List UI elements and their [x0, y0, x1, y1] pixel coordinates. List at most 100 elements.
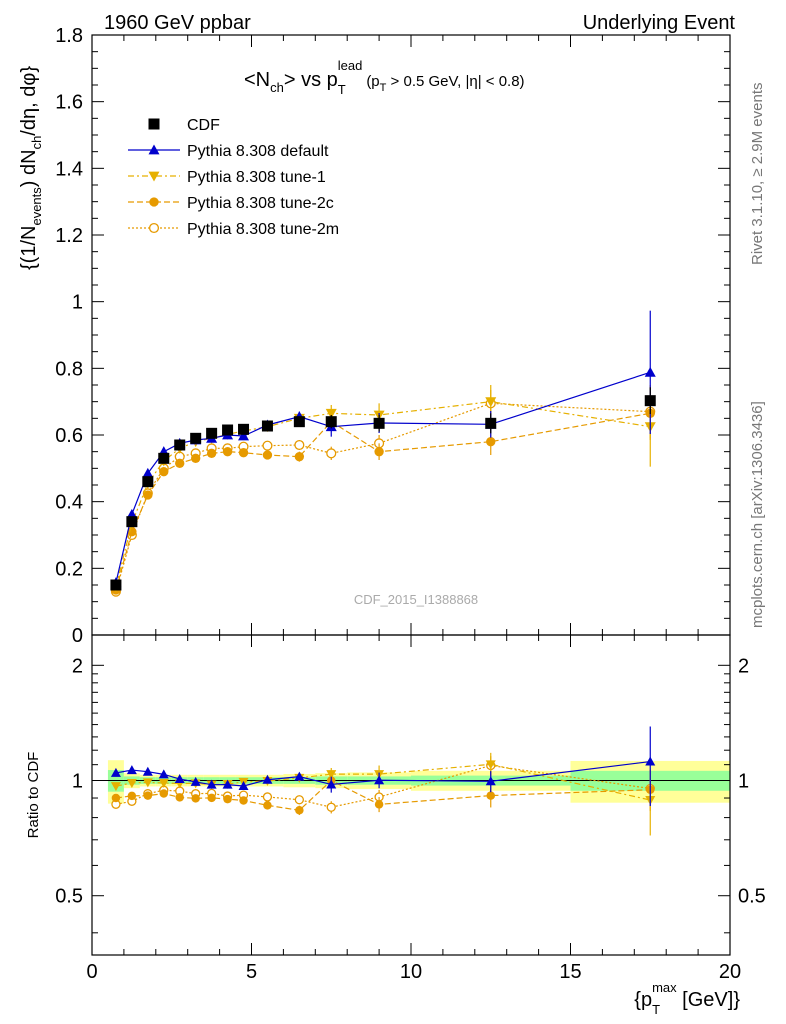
ratio-y-tick-label: 0.5 [55, 886, 83, 908]
data-point [238, 447, 249, 458]
plot-title: <Nch> vs pTlead(pT > 0.5 GeV, |η| < 0.8) [244, 58, 525, 97]
data-point [142, 467, 154, 478]
ratio-y-tick-label: 2 [72, 655, 83, 677]
legend-marker [149, 197, 159, 207]
ratio-point [127, 791, 137, 801]
ratio-point [295, 806, 304, 815]
data-point [262, 440, 273, 451]
data-point [294, 439, 305, 451]
ratio-y-tick-label-right: 2 [738, 655, 749, 677]
header-right: Underlying Event [583, 12, 736, 34]
series-line [115, 412, 651, 591]
data-point [174, 439, 186, 451]
data-point [222, 446, 233, 457]
ratio-y-tick-label: 1 [72, 771, 83, 793]
ratio-point [262, 792, 273, 802]
ratio-point [126, 765, 137, 775]
ratio-point [159, 789, 169, 798]
y-axis-title: {(1/Nevents) dNch/dη, dφ} [18, 66, 44, 270]
ratio-point [191, 794, 200, 803]
ratio-point [142, 778, 153, 788]
data-point [293, 416, 305, 428]
y-tick-label: 1.4 [55, 158, 83, 180]
y-tick-label: 1.6 [55, 92, 83, 114]
mcplots-label: mcplots.cern.ch [arXiv:1306.3436] [749, 401, 766, 628]
legend-label: CDF [187, 117, 220, 134]
data-point [142, 476, 154, 488]
ratio-point [294, 795, 305, 805]
y-tick-label: 0.6 [55, 425, 83, 447]
legend-marker [148, 222, 160, 234]
series-line [115, 402, 651, 592]
ratio-point [190, 776, 201, 786]
ratio-point [238, 780, 249, 790]
data-point [325, 408, 337, 419]
ratio-point [262, 774, 273, 784]
ratio-point [263, 801, 272, 810]
data-bands [107, 760, 730, 804]
ratio-point [326, 770, 337, 780]
data-point [238, 430, 250, 441]
y-tick-label: 1 [72, 292, 83, 314]
ratio-point [326, 779, 337, 789]
data-point [644, 366, 656, 377]
data-point [206, 427, 218, 439]
y-tick-label: 1.8 [55, 25, 83, 47]
y-tick-label: 0.2 [55, 558, 83, 580]
ratio-point [645, 756, 656, 766]
legend-label: Pythia 8.308 tune-2m [187, 221, 339, 238]
data-point [326, 448, 337, 459]
frames: 0 5 10 15 20 0 0.2 0.4 0.6 0.8 1 1.2 1.4 1.6 1.8 0.5 0.5… [55, 25, 766, 983]
ratio-point [110, 767, 121, 777]
data-point [238, 423, 250, 435]
data-point [485, 397, 497, 408]
ratio-point [374, 775, 385, 785]
ratio-point [239, 796, 248, 805]
ratio-point [485, 760, 496, 770]
legend-marker [148, 171, 160, 182]
header-left: 1960 GeV ppbar [104, 12, 251, 34]
data-point [159, 466, 169, 477]
ratio-point [326, 802, 336, 812]
data-point [175, 458, 185, 469]
data-point [206, 448, 217, 459]
x-tick-label: 10 [400, 961, 422, 983]
x-tick-label: 0 [86, 961, 97, 983]
ratio-point [142, 766, 153, 776]
ratio-point [158, 769, 169, 779]
data-point [110, 579, 122, 591]
y-tick-label: 0.8 [55, 358, 83, 380]
legend-label: Pythia 8.308 tune-2c [187, 195, 334, 212]
ratio-point [126, 778, 137, 788]
data-point [127, 526, 137, 537]
legend-marker [148, 118, 160, 130]
series-line [115, 371, 651, 583]
data-point [294, 451, 305, 462]
x-tick-label: 5 [246, 961, 257, 983]
legend: CDF Pythia 8.308 default Pythia 8.308 tune… [128, 117, 339, 238]
ratio-point [143, 791, 153, 800]
x-tick-label: 20 [719, 961, 741, 983]
ratio-point [294, 771, 305, 781]
data-point [485, 417, 497, 429]
ratio-point [485, 776, 496, 786]
x-tick-label: 15 [559, 961, 581, 983]
series-cdf [110, 387, 656, 591]
ratio-y-tick-label-right: 0.5 [738, 886, 766, 908]
legend-label: Pythia 8.308 default [187, 143, 329, 160]
data-point [644, 395, 656, 407]
ratio-point [222, 779, 233, 789]
data-point [262, 450, 273, 460]
rivet-label: Rivet 3.1.10, ≥ 2.9M events [749, 83, 766, 266]
ratio-y-axis-title: Ratio to CDF [25, 752, 42, 839]
series-pythia-8-308-default [110, 310, 656, 807]
data-point [486, 436, 496, 447]
ratio-point [175, 793, 184, 802]
ratio-point [223, 794, 232, 804]
data-point [261, 420, 273, 432]
ratio-point [174, 774, 185, 784]
y-tick-label: 1.2 [55, 225, 83, 247]
data-point [126, 516, 138, 528]
ratio-point [206, 779, 217, 789]
